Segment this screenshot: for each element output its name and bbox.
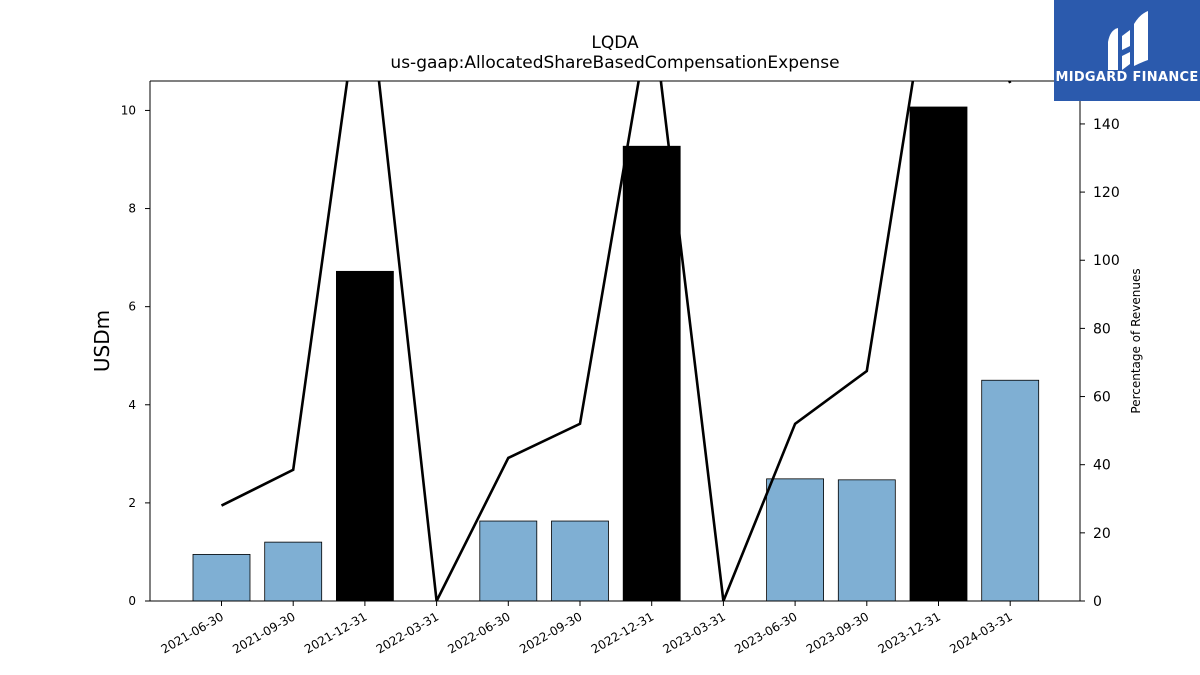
chart-subtitle: us-gaap:AllocatedShareBasedCompensationE… (390, 53, 839, 73)
chart-title: LQDA (591, 33, 639, 53)
x-tick-label: 2022-12-31 (589, 609, 656, 656)
x-tick-label: 2023-03-31 (660, 609, 727, 656)
bar-2021-12-31 (335, 270, 394, 602)
x-tick-label: 2022-06-30 (445, 609, 512, 656)
bars-group (192, 106, 1040, 602)
x-tick-label: 2023-12-31 (876, 609, 943, 656)
y-axis-label: USDm (90, 310, 114, 372)
bar-2022-12-31 (622, 145, 681, 602)
x-tick-label: 2022-03-31 (374, 609, 441, 656)
bar-2023-12-31 (909, 106, 968, 602)
bar-2021-06-30 (192, 553, 251, 602)
logo-text: MIDGARD FINANCE (1055, 70, 1198, 85)
right-tick-label: 100 (1093, 253, 1120, 269)
percentage-line (220, 81, 1012, 601)
x-tick-label: 2022-09-30 (517, 609, 584, 656)
left-tick-label: 10 (121, 103, 136, 117)
x-ticks: 2021-06-30 2021-09-30 2021-12-31 2022-03-31… (159, 601, 1015, 656)
left-ticks: 0 2 4 6 8 10 (121, 103, 150, 608)
left-tick-label: 4 (128, 398, 136, 412)
y-axis-label-right: Percentage of Revenues (1129, 268, 1143, 413)
line-group (220, 81, 1012, 601)
bar-2024-03-31 (981, 379, 1040, 602)
left-tick-label: 6 (128, 300, 136, 314)
right-tick-label: 60 (1093, 390, 1111, 406)
left-tick-label: 8 (128, 202, 136, 216)
bar-2022-09-30 (551, 520, 609, 602)
left-tick-label: 0 (128, 594, 136, 608)
x-tick-label: 2023-06-30 (732, 609, 799, 656)
right-ticks: 0 20 40 60 80 100 120 140 (1080, 117, 1120, 610)
logo: MIDGARD FINANCE (1054, 0, 1200, 101)
left-tick-label: 2 (128, 496, 136, 510)
right-tick-label: 120 (1093, 185, 1120, 201)
right-tick-label: 20 (1093, 526, 1111, 542)
bar-2023-06-30 (766, 478, 824, 602)
x-tick-label: 2024-03-31 (947, 609, 1014, 656)
right-tick-label: 40 (1093, 458, 1111, 474)
bar-2022-06-30 (479, 520, 538, 602)
bar-2023-09-30 (837, 479, 896, 602)
x-tick-label: 2021-06-30 (159, 609, 226, 656)
x-tick-label: 2021-09-30 (230, 609, 297, 656)
x-tick-label: 2021-12-31 (302, 609, 369, 656)
x-tick-label: 2023-09-30 (804, 609, 871, 656)
right-tick-label: 140 (1093, 117, 1120, 133)
bar-2021-09-30 (264, 541, 323, 602)
logo-mark-icon (1108, 11, 1148, 70)
right-tick-label: 0 (1093, 594, 1102, 610)
right-tick-label: 80 (1093, 321, 1111, 337)
